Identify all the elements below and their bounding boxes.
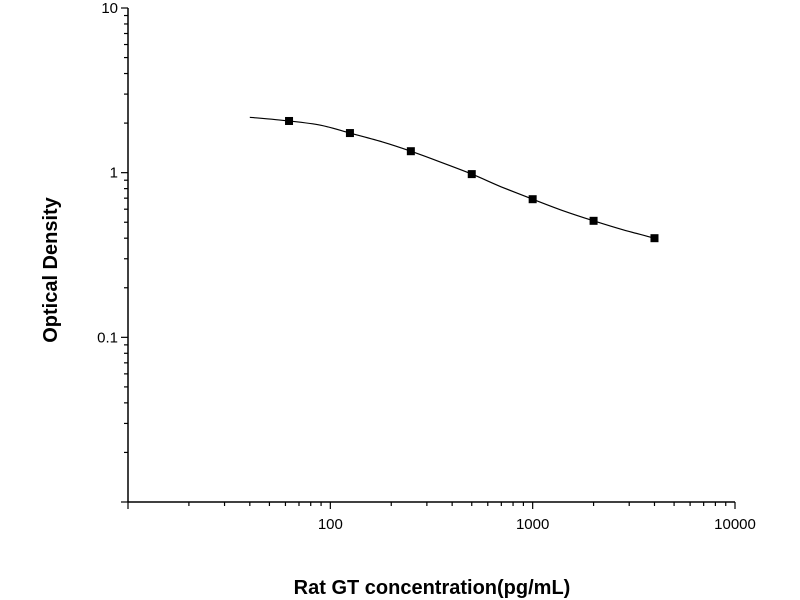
- data-point: [467, 170, 476, 179]
- x-axis-title: Rat GT concentration(pg/mL): [294, 577, 571, 599]
- data-point: [345, 129, 354, 138]
- y-tick-label: 10: [101, 0, 118, 17]
- data-point: [650, 234, 659, 243]
- y-tick-label: 1: [110, 165, 118, 182]
- data-point: [406, 147, 415, 156]
- x-tick-label: 100: [318, 516, 343, 533]
- data-points-layer: [285, 116, 659, 243]
- x-tick-label: 10000: [714, 516, 756, 533]
- data-point: [589, 216, 598, 225]
- data-point: [528, 195, 537, 204]
- y-tick-label: 0.1: [97, 329, 118, 346]
- tick-labels: 100 1000 10000 0.1 1 10: [97, 0, 756, 533]
- x-tick-label: 1000: [516, 516, 549, 533]
- axes: [127, 8, 735, 503]
- data-point: [285, 116, 294, 125]
- y-axis-title: Optical Density: [40, 196, 62, 342]
- ticks: [121, 7, 736, 509]
